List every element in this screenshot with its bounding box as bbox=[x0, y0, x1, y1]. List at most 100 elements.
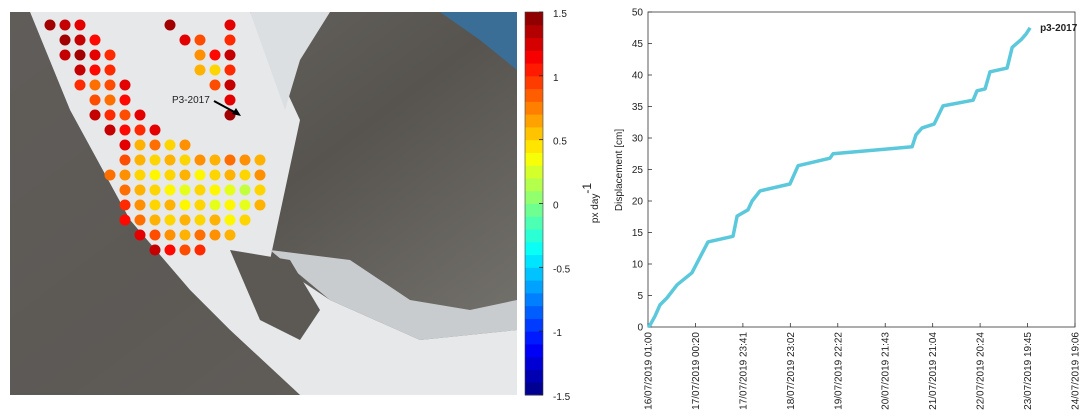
velocity-dot bbox=[119, 184, 131, 196]
velocity-dot bbox=[74, 34, 86, 46]
colorbar-tick-label: -0.5 bbox=[553, 264, 571, 275]
velocity-dot bbox=[164, 139, 176, 151]
velocity-dot bbox=[224, 154, 236, 166]
colorbar-step bbox=[525, 152, 543, 166]
velocity-dot bbox=[254, 154, 266, 166]
velocity-dot bbox=[209, 229, 221, 241]
velocity-dot bbox=[149, 124, 161, 136]
velocity-dot bbox=[209, 184, 221, 196]
velocity-dot bbox=[209, 169, 221, 181]
colorbar-step bbox=[525, 382, 543, 396]
velocity-dot bbox=[119, 139, 131, 151]
velocity-dot bbox=[119, 124, 131, 136]
colorbar-step bbox=[525, 63, 543, 77]
colorbar-step bbox=[525, 177, 543, 192]
colorbar-step bbox=[525, 50, 543, 64]
velocity-dot bbox=[119, 199, 131, 211]
velocity-dot bbox=[149, 139, 161, 151]
y-tick-label: 25 bbox=[632, 165, 644, 176]
colorbar-step bbox=[525, 37, 543, 51]
velocity-dot bbox=[239, 214, 251, 226]
x-tick-label: 21/07/2019 21:04 bbox=[928, 332, 939, 410]
velocity-dot bbox=[254, 199, 266, 211]
velocity-dot bbox=[59, 34, 71, 46]
velocity-dot bbox=[74, 79, 86, 91]
velocity-dot bbox=[134, 169, 146, 181]
velocity-dot bbox=[224, 19, 236, 31]
velocity-dot bbox=[44, 19, 56, 31]
colorbar-step bbox=[525, 165, 543, 179]
y-tick-label: 40 bbox=[632, 71, 644, 82]
x-tick-label: 22/07/2019 20:24 bbox=[976, 332, 987, 410]
velocity-dot bbox=[134, 214, 146, 226]
velocity-dot bbox=[179, 169, 191, 181]
velocity-dot bbox=[224, 34, 236, 46]
velocity-dot bbox=[149, 154, 161, 166]
velocity-dot bbox=[104, 124, 116, 136]
velocity-dot bbox=[224, 169, 236, 181]
velocity-dot bbox=[164, 229, 176, 241]
velocity-dot bbox=[224, 184, 236, 196]
colorbar-step bbox=[525, 216, 543, 230]
colorbar-step bbox=[525, 292, 543, 307]
x-tick-label: 17/07/2019 00:20 bbox=[691, 332, 702, 410]
velocity-dot bbox=[89, 34, 101, 46]
velocity-dot bbox=[119, 79, 131, 91]
velocity-dot bbox=[74, 49, 86, 61]
velocity-dot bbox=[134, 139, 146, 151]
colorbar-step bbox=[525, 254, 543, 268]
velocity-dot bbox=[179, 214, 191, 226]
velocity-dot bbox=[164, 19, 176, 31]
velocity-dot bbox=[209, 214, 221, 226]
colorbar-tick-label: -1 bbox=[553, 328, 562, 339]
colorbar-step bbox=[525, 75, 543, 90]
colorbar-step bbox=[525, 126, 543, 141]
velocity-dot bbox=[239, 169, 251, 181]
velocity-dot bbox=[194, 34, 206, 46]
velocity-dot bbox=[194, 214, 206, 226]
velocity-dot bbox=[149, 229, 161, 241]
velocity-dot bbox=[89, 49, 101, 61]
velocity-dot bbox=[104, 169, 116, 181]
velocity-dot bbox=[104, 49, 116, 61]
velocity-dot bbox=[164, 214, 176, 226]
velocity-dot bbox=[134, 109, 146, 121]
photo bbox=[10, 12, 517, 395]
colorbar-tick-label: 0.5 bbox=[553, 137, 567, 148]
velocity-dot bbox=[149, 184, 161, 196]
velocity-dot bbox=[179, 139, 191, 151]
colorbar-step bbox=[525, 190, 543, 204]
velocity-dot bbox=[254, 169, 266, 181]
velocity-dot bbox=[224, 79, 236, 91]
colorbar-step bbox=[525, 241, 543, 256]
velocity-dot bbox=[134, 229, 146, 241]
velocity-dot bbox=[119, 169, 131, 181]
displacement-line bbox=[646, 26, 1032, 329]
y-tick-label: 50 bbox=[632, 8, 644, 19]
velocity-dot bbox=[119, 109, 131, 121]
colorbar-tick-label: -1.5 bbox=[553, 392, 571, 403]
velocity-dot bbox=[194, 154, 206, 166]
velocity-dot bbox=[164, 244, 176, 256]
velocity-dot bbox=[134, 184, 146, 196]
velocity-dot bbox=[179, 34, 191, 46]
velocity-dot bbox=[194, 199, 206, 211]
velocity-dot bbox=[209, 79, 221, 91]
x-tick-label: 19/07/2019 22:22 bbox=[833, 332, 844, 410]
y-tick-label: 0 bbox=[637, 323, 643, 334]
velocity-dot bbox=[194, 184, 206, 196]
velocity-dot bbox=[104, 94, 116, 106]
velocity-dot bbox=[239, 199, 251, 211]
velocity-dot bbox=[239, 184, 251, 196]
velocity-dot bbox=[149, 169, 161, 181]
colorbar-step bbox=[525, 114, 543, 128]
velocity-dot bbox=[164, 199, 176, 211]
colorbar-label-main: px day bbox=[590, 194, 601, 223]
colorbar-step bbox=[525, 203, 543, 217]
velocity-dot bbox=[209, 199, 221, 211]
x-tick-label: 18/07/2019 23:02 bbox=[786, 332, 797, 410]
velocity-dot bbox=[134, 124, 146, 136]
annotation: P3-2017 bbox=[172, 95, 210, 106]
velocity-dot bbox=[164, 154, 176, 166]
velocity-dot bbox=[119, 154, 131, 166]
